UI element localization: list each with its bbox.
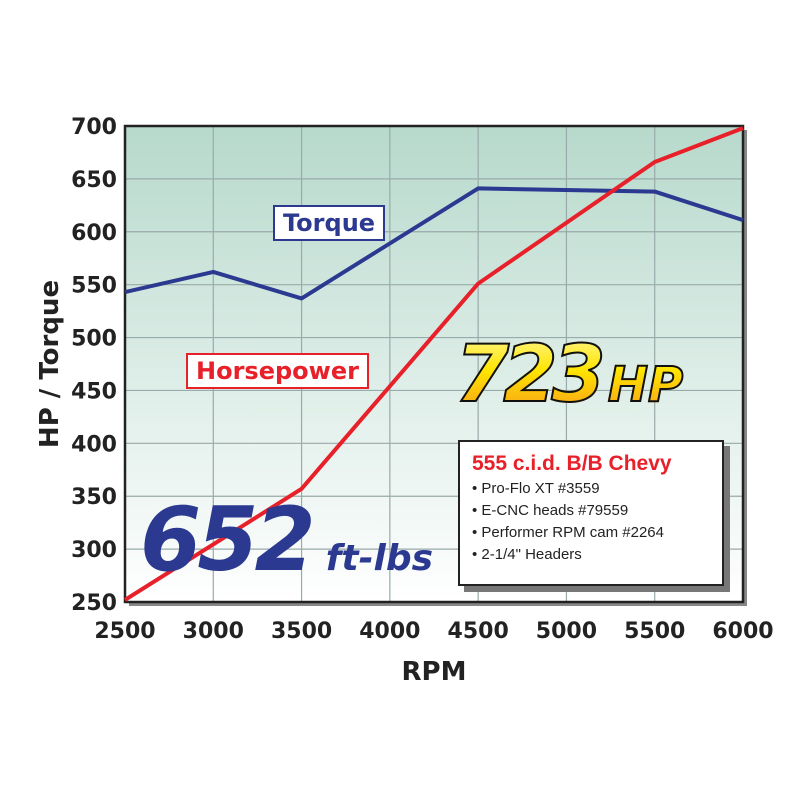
legend-torque: Torque	[273, 205, 386, 241]
x-tick-label: 2500	[94, 619, 155, 644]
spec-item: 2-1/4" Headers	[472, 544, 710, 566]
y-tick-label: 400	[71, 432, 117, 457]
series-line-torque	[124, 186, 744, 301]
y-tick-label: 350	[71, 485, 117, 510]
peak-hp-value: 723	[454, 329, 607, 421]
peak-torque-unit: ft-lbs	[325, 538, 434, 579]
peak-torque-annotation: 652 ft-lbs	[140, 488, 433, 591]
peak-hp-unit: HP	[607, 356, 684, 414]
spec-item: Pro-Flo XT #3559	[472, 478, 710, 500]
y-tick-label: 500	[71, 327, 117, 352]
x-tick-label: 3500	[271, 619, 332, 644]
x-tick-label: 4000	[359, 619, 420, 644]
x-tick-label: 4500	[448, 619, 509, 644]
x-tick-label: 5000	[536, 619, 597, 644]
engine-spec-box: 555 c.i.d. B/B Chevy Pro-Flo XT #3559 E-…	[458, 440, 724, 586]
y-axis-label: HP / Torque	[35, 280, 65, 448]
spec-item: E-CNC heads #79559	[472, 500, 710, 522]
peak-hp-annotation: 723 HP	[454, 329, 684, 421]
x-tick-label: 5500	[624, 619, 685, 644]
spec-title: 555 c.i.d. B/B Chevy	[472, 452, 672, 475]
plot-border	[123, 124, 745, 604]
spec-item: Performer RPM cam #2264	[472, 522, 710, 544]
y-tick-label: 550	[71, 274, 117, 299]
y-tick-label: 300	[71, 538, 117, 563]
peak-torque-value: 652	[140, 488, 316, 591]
y-tick-label: 700	[71, 115, 117, 140]
y-tick-label: 600	[71, 221, 117, 246]
x-axis-label: RPM	[402, 657, 467, 687]
legend-horsepower: Horsepower	[186, 353, 369, 389]
x-tick-label: 3000	[183, 619, 244, 644]
y-tick-label: 450	[71, 379, 117, 404]
x-tick-label: 6000	[712, 619, 773, 644]
y-tick-label: 250	[71, 591, 117, 616]
y-tick-label: 650	[71, 168, 117, 193]
